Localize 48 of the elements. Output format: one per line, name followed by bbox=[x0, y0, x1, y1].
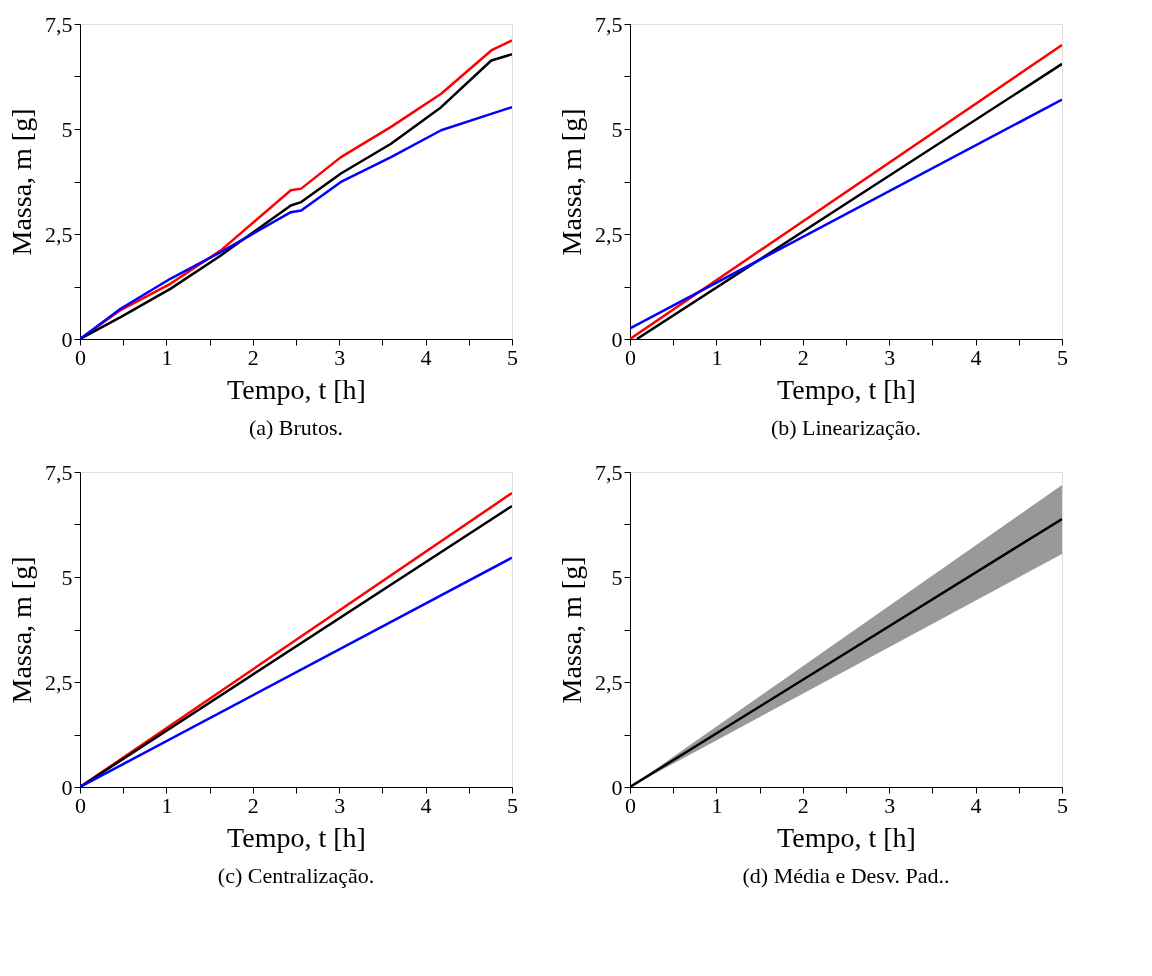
x-axis-title: Tempo, t [h] bbox=[227, 821, 366, 853]
x-axis-title: Tempo, t [h] bbox=[777, 821, 916, 853]
x-tick-label: 3 bbox=[884, 792, 896, 818]
x-tick-label: 1 bbox=[161, 344, 173, 370]
x-tick-label: 3 bbox=[334, 792, 346, 818]
x-tick-label: 2 bbox=[247, 344, 259, 370]
x-tick-label: 3 bbox=[334, 344, 346, 370]
x-tick-label: 4 bbox=[420, 344, 432, 370]
text: (a) Brutos. bbox=[248, 415, 344, 440]
x-tick-label: 5 bbox=[1057, 344, 1068, 370]
x-tick-label: 3 bbox=[884, 344, 896, 370]
x-tick-label: 4 bbox=[420, 792, 432, 818]
x-tick-label: 5 bbox=[507, 792, 518, 818]
y-tick-label: 2,5 bbox=[45, 221, 73, 247]
y-tick-label: 0 bbox=[61, 326, 73, 352]
x-axis-title: Tempo, t [h] bbox=[777, 373, 916, 405]
y-tick-label: 0 bbox=[611, 774, 623, 800]
y-axis-title: Massa, m [g] bbox=[6, 108, 37, 256]
text: (b) Linearização. bbox=[770, 415, 922, 440]
x-tick-label: 4 bbox=[970, 344, 982, 370]
y-tick-label: 5 bbox=[61, 116, 73, 142]
y-tick-label: 5 bbox=[61, 564, 73, 590]
y-tick-label: 5 bbox=[611, 116, 623, 142]
x-tick-label: 2 bbox=[797, 344, 809, 370]
text: (c) Centralização. bbox=[217, 863, 375, 888]
y-tick-label: 2,5 bbox=[595, 221, 623, 247]
x-tick-label: 1 bbox=[161, 792, 173, 818]
x-tick-label: 2 bbox=[797, 792, 809, 818]
x-tick-label: 1 bbox=[711, 344, 723, 370]
y-tick-label: 7,5 bbox=[595, 11, 623, 37]
y-tick-label: 2,5 bbox=[595, 669, 623, 695]
y-axis-title: Massa, m [g] bbox=[556, 556, 587, 704]
y-tick-label: 7,5 bbox=[595, 459, 623, 485]
y-axis-title: Massa, m [g] bbox=[6, 556, 37, 704]
x-tick-label: 5 bbox=[507, 344, 518, 370]
y-axis-title: Massa, m [g] bbox=[556, 108, 587, 256]
y-tick-label: 7,5 bbox=[45, 459, 73, 485]
y-tick-label: 2,5 bbox=[45, 669, 73, 695]
x-tick-label: 2 bbox=[247, 792, 259, 818]
x-tick-label: 5 bbox=[1057, 792, 1068, 818]
y-tick-label: 7,5 bbox=[45, 11, 73, 37]
text: (d) Média e Desv. Pad.. bbox=[742, 863, 950, 888]
x-axis-title: Tempo, t [h] bbox=[227, 373, 366, 405]
x-tick-label: 1 bbox=[711, 792, 723, 818]
y-tick-label: 5 bbox=[611, 564, 623, 590]
x-tick-label: 4 bbox=[970, 792, 982, 818]
y-tick-label: 0 bbox=[611, 326, 623, 352]
y-tick-label: 0 bbox=[61, 774, 73, 800]
